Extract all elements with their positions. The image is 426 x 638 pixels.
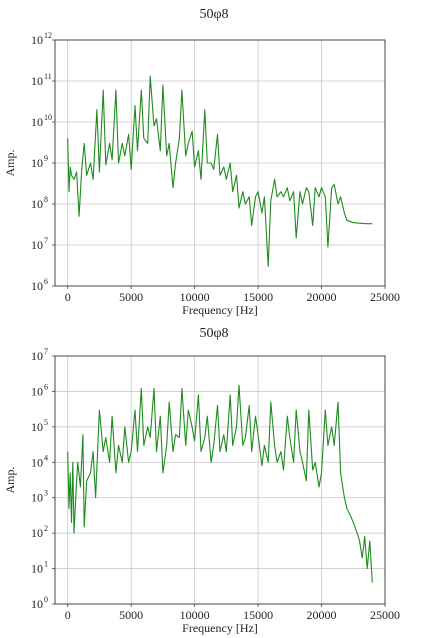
chart-bottom-ytick-label: 10 xyxy=(31,597,43,611)
chart-bottom-ytick-label: 10 xyxy=(31,349,43,363)
chart-bottom-ytick-exponent: 6 xyxy=(44,382,48,391)
chart-top-xtick-label: 25000 xyxy=(370,290,400,304)
chart-bottom-xtick-label: 0 xyxy=(65,608,71,622)
chart-top-ytick-exponent: 12 xyxy=(44,31,52,40)
chart-bottom-xlabel: Frequency [Hz] xyxy=(182,621,258,635)
chart-top-ytick-exponent: 11 xyxy=(44,72,52,81)
chart-bottom-ylabel: Amp. xyxy=(3,467,17,494)
chart-bottom-ytick-label: 10 xyxy=(31,455,43,469)
chart-bottom-series-line xyxy=(67,384,373,583)
chart-top-ytick-label: 10 xyxy=(31,197,43,211)
chart-bottom-ytick-exponent: 0 xyxy=(44,595,48,604)
chart-bottom-title: 50φ8 xyxy=(199,326,228,341)
chart-top-xtick-label: 20000 xyxy=(307,290,337,304)
chart-bottom-ytick-exponent: 2 xyxy=(44,524,48,533)
chart-bottom-series xyxy=(67,384,373,583)
chart-top-series-line xyxy=(67,75,373,267)
chart-top-xtick-label: 0 xyxy=(65,290,71,304)
chart-top-ytick-label: 10 xyxy=(31,238,43,252)
chart-bottom-ytick-label: 10 xyxy=(31,562,43,576)
chart-top-ytick-label: 10 xyxy=(31,74,43,88)
chart-bottom-xtick-label: 5000 xyxy=(119,608,143,622)
chart-bottom-ytick-exponent: 7 xyxy=(44,347,48,356)
chart-bottom-xtick-label: 15000 xyxy=(243,608,273,622)
chart-bottom-ytick-exponent: 5 xyxy=(44,418,48,427)
chart-bottom-xtick-label: 10000 xyxy=(180,608,210,622)
chart-top-title: 50φ8 xyxy=(199,7,228,22)
chart-top-ytick-exponent: 10 xyxy=(44,113,52,122)
chart-top-ytick-label: 10 xyxy=(31,33,43,47)
chart-top-xtick-label: 15000 xyxy=(243,290,273,304)
chart-top-ytick-exponent: 8 xyxy=(44,195,48,204)
chart-bottom-ytick-exponent: 3 xyxy=(44,489,48,498)
chart-bottom-xtick-label: 25000 xyxy=(370,608,400,622)
chart-bottom-ytick-exponent: 4 xyxy=(44,453,48,462)
chart-top-ytick-exponent: 7 xyxy=(44,236,48,245)
chart-bottom-ytick-label: 10 xyxy=(31,491,43,505)
chart-bottom-grid xyxy=(55,356,385,604)
chart-top-ylabel: Amp. xyxy=(3,150,17,177)
chart-top-ytick-exponent: 9 xyxy=(44,154,48,163)
chart-top-ytick-label: 10 xyxy=(31,115,43,129)
chart-bottom-ytick-label: 10 xyxy=(31,420,43,434)
chart-top-plot-frame xyxy=(54,39,386,287)
chart-top-ytick-label: 10 xyxy=(31,279,43,293)
chart-bottom-xtick-label: 20000 xyxy=(307,608,337,622)
chart-top-grid xyxy=(55,40,385,286)
chart-bottom-ytick-label: 10 xyxy=(31,384,43,398)
chart-top-xtick-label: 5000 xyxy=(119,290,143,304)
chart-top-ytick-label: 10 xyxy=(31,156,43,170)
chart-bottom-ytick-exponent: 1 xyxy=(44,560,48,569)
chart-top-series xyxy=(67,75,373,267)
chart-bottom-ytick-label: 10 xyxy=(31,526,43,540)
chart-top-ytick-exponent: 6 xyxy=(44,277,48,286)
chart-bottom-plot-frame xyxy=(54,355,386,605)
chart-top-xtick-label: 10000 xyxy=(180,290,210,304)
chart-top-xlabel: Frequency [Hz] xyxy=(182,303,258,317)
